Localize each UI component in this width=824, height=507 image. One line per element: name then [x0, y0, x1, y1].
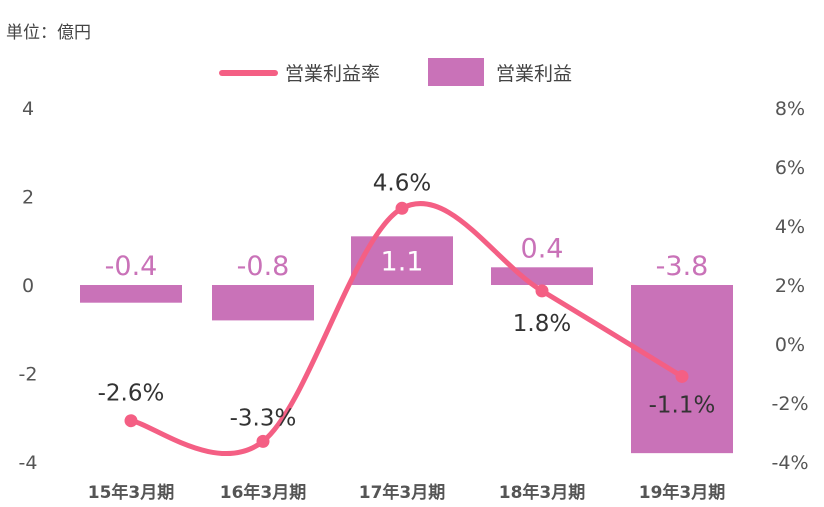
right-tick-label: -4% [772, 452, 809, 474]
right-axis: 8% 6% 4% 2% 0% -2% -4% [772, 98, 809, 474]
x-tick-label: 19年3月期 [639, 482, 726, 503]
line-point [675, 369, 689, 383]
bar [212, 285, 314, 321]
bars [80, 236, 733, 454]
left-axis: 4 2 0 -2 -4 [19, 98, 38, 474]
right-tick-label: 0% [775, 334, 805, 356]
line-point [395, 201, 409, 215]
legend-line-label: 営業利益率 [285, 63, 380, 85]
line-value-label: 4.6% [373, 170, 431, 196]
x-tick-label: 15年3月期 [88, 482, 175, 503]
legend-bar-label: 営業利益 [496, 63, 572, 85]
bar-labels: -0.4 -0.8 1.1 0.4 -3.8 [105, 233, 709, 282]
line-value-label: -2.6% [98, 381, 165, 407]
left-tick-label: 0 [22, 275, 34, 297]
bar [631, 285, 733, 454]
left-tick-label: 2 [22, 187, 34, 209]
right-tick-label: 4% [775, 216, 805, 238]
line-labels: -2.6% -3.3% 4.6% 1.8% -1.1% [98, 170, 716, 431]
legend-bar-swatch [428, 58, 484, 86]
line-point [256, 434, 270, 448]
bar-value-label: 1.1 [381, 247, 424, 278]
bar [491, 267, 593, 285]
x-tick-label: 16年3月期 [220, 482, 307, 503]
line-value-label: 1.8% [513, 311, 571, 337]
line-value-label: -3.3% [230, 405, 297, 431]
right-tick-label: -2% [772, 393, 809, 415]
left-tick-label: 4 [22, 98, 34, 120]
bar-value-label: -3.8 [656, 251, 709, 282]
line-point [535, 284, 549, 298]
bar-value-label: -0.8 [237, 251, 290, 282]
x-axis: 15年3月期 16年3月期 17年3月期 18年3月期 19年3月期 [88, 482, 726, 503]
bar [80, 285, 182, 303]
bar-value-label: -0.4 [105, 251, 158, 282]
line-series [124, 201, 689, 456]
legend: 営業利益率 営業利益 [219, 58, 572, 86]
right-tick-label: 6% [775, 157, 805, 179]
x-tick-label: 18年3月期 [499, 482, 586, 503]
left-tick-label: -2 [19, 364, 38, 386]
left-tick-label: -4 [19, 452, 38, 474]
line-point [124, 414, 138, 428]
line-value-label: -1.1% [649, 392, 716, 418]
bar-value-label: 0.4 [521, 233, 564, 264]
right-tick-label: 8% [775, 98, 805, 120]
x-tick-label: 17年3月期 [359, 482, 446, 503]
right-tick-label: 2% [775, 275, 805, 297]
unit-label: 単位：億円 [6, 23, 91, 43]
